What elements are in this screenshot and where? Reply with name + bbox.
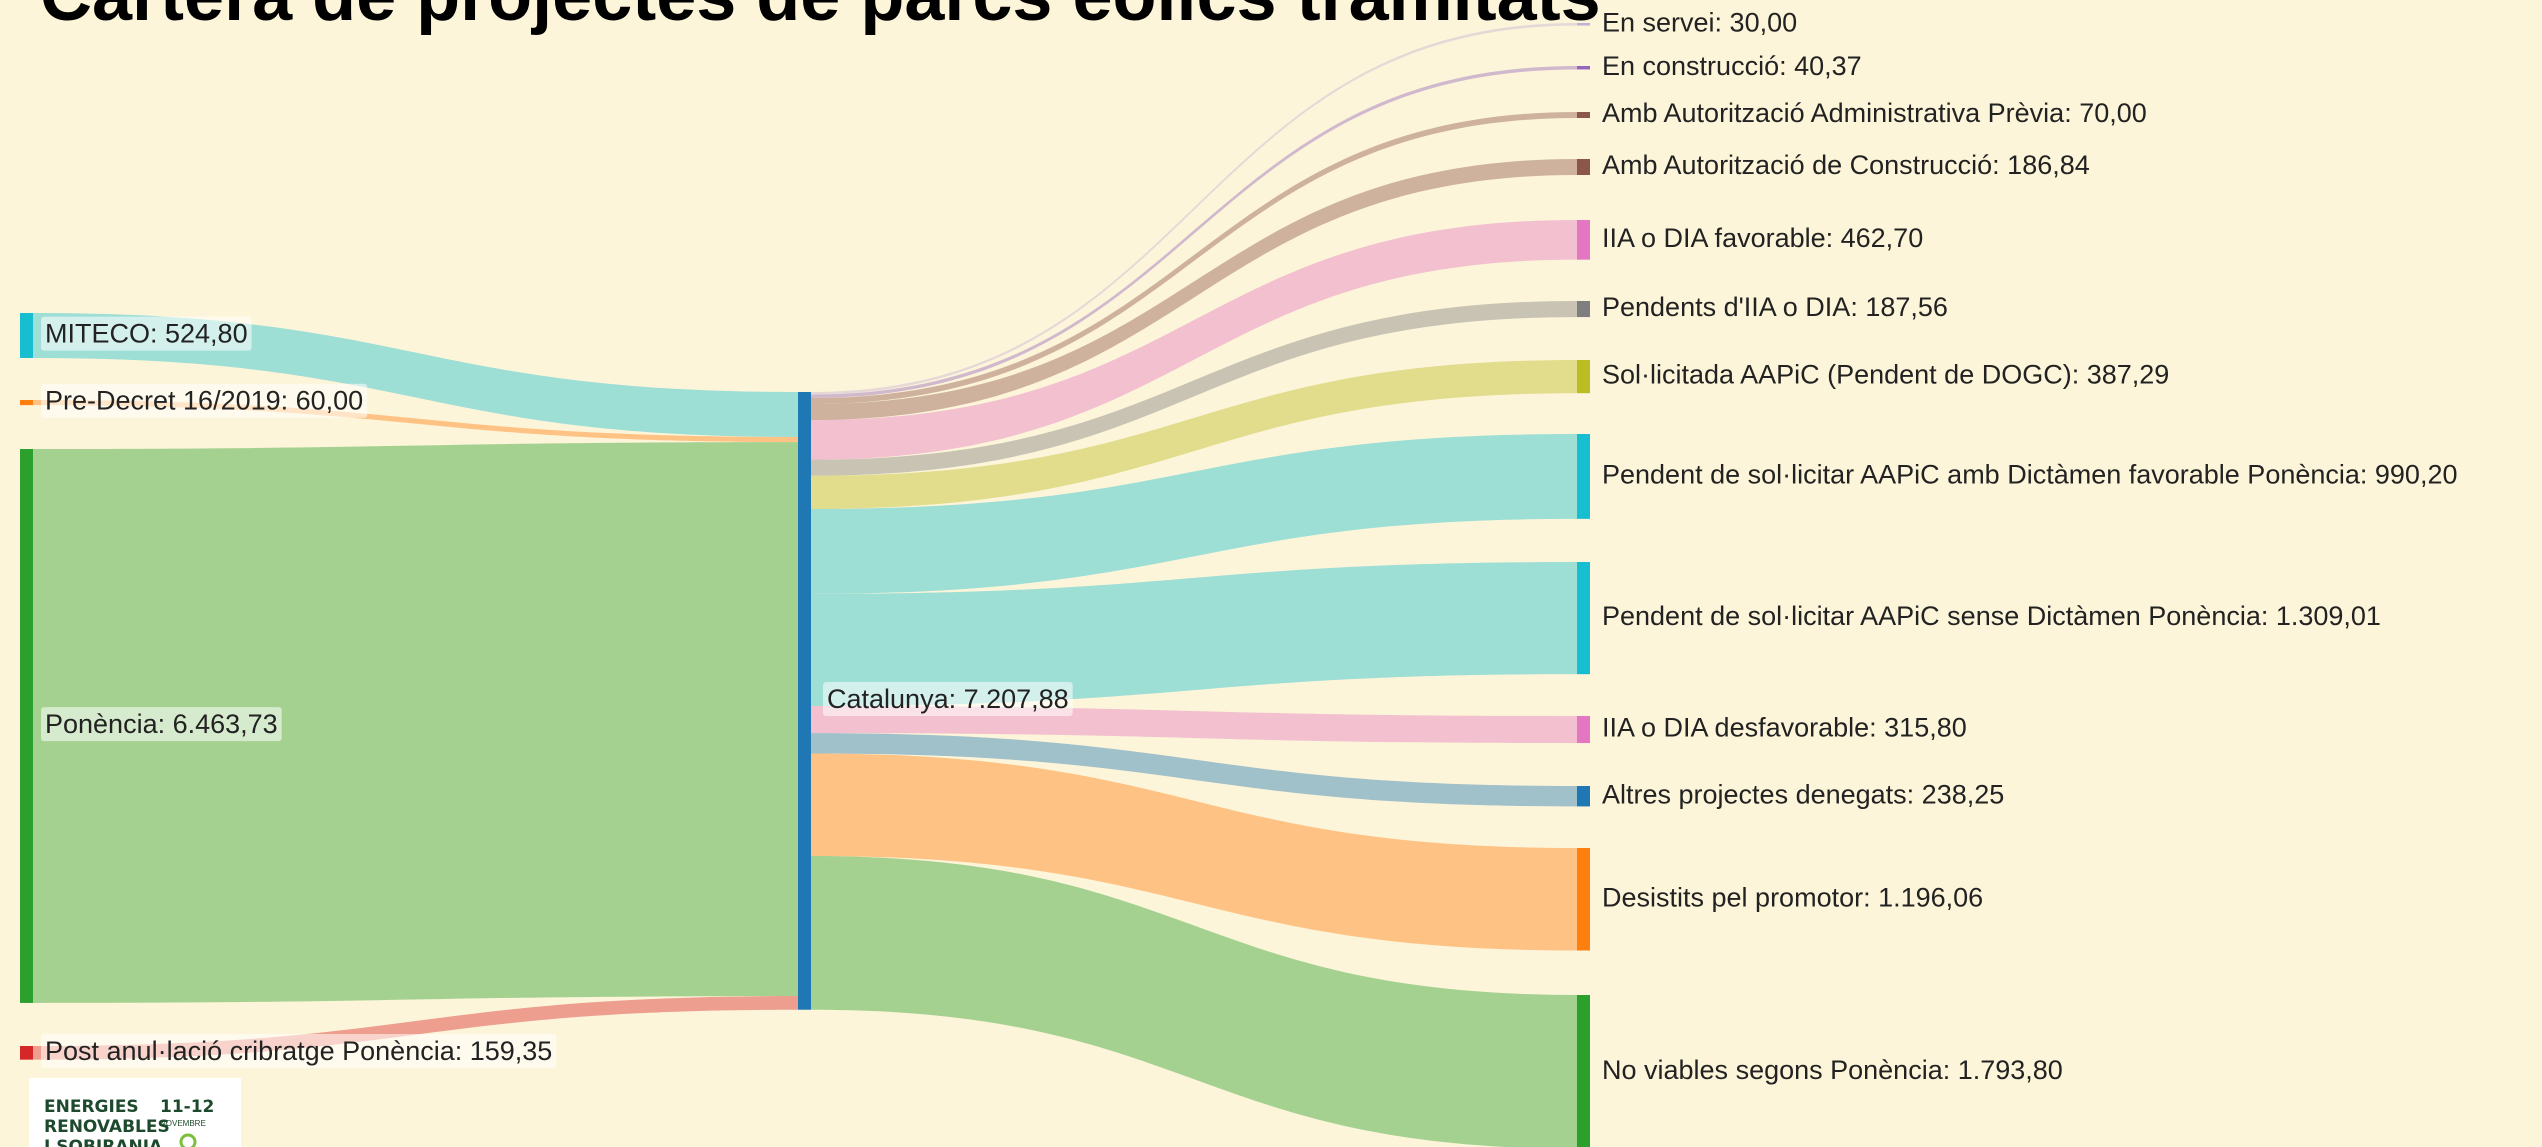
link [811, 301, 1577, 476]
link [811, 66, 1577, 399]
label-background [823, 681, 1073, 716]
node [1577, 220, 1590, 260]
node [1577, 434, 1590, 519]
link [811, 23, 1577, 395]
node-label: Amb Autorització Administrativa Prèvia: … [1602, 98, 2147, 128]
node-label: Altres projectes denegats: 238,25 [1602, 779, 2004, 809]
link [33, 400, 798, 443]
node-label: IIA o DIA favorable: 462,70 [1602, 223, 1923, 253]
node [20, 449, 33, 1003]
chart-title: Cartera de projectes de parcs eòlics tra… [40, 0, 1601, 36]
logo-icon [179, 1133, 197, 1147]
node-label: Desistits pel promotor: 1.196,06 [1602, 882, 1983, 912]
link [811, 220, 1577, 460]
link [811, 753, 1577, 951]
node [1577, 159, 1590, 176]
nodes: MITECO: 524,80 Pre-Decret 16/2019: 60,00 P… [20, 7, 2457, 1147]
node [1577, 562, 1590, 675]
link [811, 733, 1577, 807]
label-background [41, 316, 252, 351]
logo-line: RENOVABLES [44, 1117, 170, 1137]
node-label: Sol·licitada AAPiC (Pendent de DOGC): 38… [1602, 360, 2169, 390]
node [1577, 301, 1590, 318]
node-label: Pendent de sol·licitar AAPiC sense Dictà… [1602, 601, 2381, 631]
node-label: No viables segons Ponència: 1.793,80 [1602, 1055, 2063, 1085]
logo-line: ENERGIES [44, 1097, 139, 1117]
node-label: Ponència: 6.463,73 [45, 709, 278, 739]
node [20, 313, 33, 358]
link [811, 112, 1577, 405]
node-label: Pendents d'IIA o DIA: 187,56 [1602, 292, 1948, 322]
node-label: Amb Autorització de Construcció: 186,84 [1602, 150, 2090, 180]
link [811, 434, 1577, 594]
node [20, 1046, 33, 1060]
node [1577, 112, 1590, 118]
node [1577, 786, 1590, 807]
node-label: Pendent de sol·licitar AAPiC amb Dictàme… [1602, 460, 2457, 490]
node-label: Catalunya: 7.207,88 [827, 684, 1069, 714]
node [1577, 995, 1590, 1147]
logo-line: I SOBIRANIA [44, 1137, 163, 1147]
link [811, 855, 1577, 1147]
label-background [41, 1033, 557, 1068]
label-background [41, 383, 368, 418]
node [798, 392, 811, 1010]
label-background [41, 707, 282, 742]
node [20, 400, 33, 406]
logo: ENERGIES RENOVABLES I SOBIRANIA 11-12 NO… [29, 1078, 241, 1147]
node [1577, 848, 1590, 951]
node [1577, 360, 1590, 394]
node-label: Pre-Decret 16/2019: 60,00 [45, 386, 363, 416]
link [811, 562, 1577, 707]
node [1577, 716, 1590, 744]
node-label: Post anul·lació cribratge Ponència: 159,… [45, 1036, 552, 1066]
logo-month: NOVEMBRE [160, 1119, 206, 1128]
node-label: En construcció: 40,37 [1602, 51, 1862, 81]
logo-box [29, 1078, 241, 1147]
node [1577, 66, 1590, 70]
link [811, 159, 1577, 421]
node-label: IIA o DIA desfavorable: 315,80 [1602, 713, 1967, 743]
link [33, 442, 798, 1003]
node-label: En servei: 30,00 [1602, 7, 1797, 37]
node [1577, 23, 1590, 26]
link [811, 360, 1577, 509]
node-label: MITECO: 524,80 [45, 319, 248, 349]
logo-date: 11-12 [160, 1097, 214, 1117]
